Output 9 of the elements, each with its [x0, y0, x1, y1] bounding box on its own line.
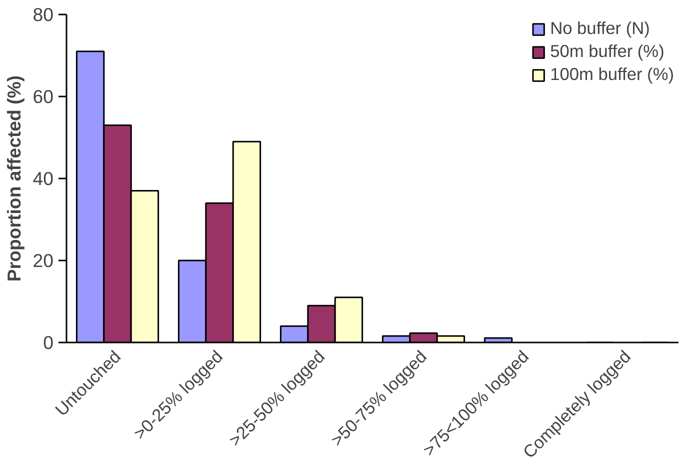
y-tick-label: 80 [32, 4, 54, 25]
y-tick-label: 0 [43, 332, 54, 353]
y-tick-label: 40 [32, 168, 54, 189]
legend-label: 50m buffer (%) [550, 41, 664, 62]
y-tick-label: 60 [32, 86, 54, 107]
y-axis-title: Proportion affected (%) [4, 75, 25, 282]
y-tick-label: 20 [32, 250, 54, 271]
legend-label: 100m buffer (%) [550, 64, 674, 85]
legend-label: No buffer (N) [550, 18, 650, 39]
